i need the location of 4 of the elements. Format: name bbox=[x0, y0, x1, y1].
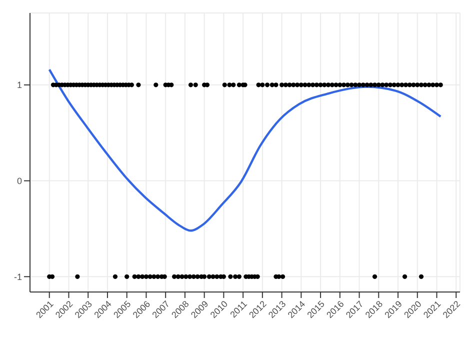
y-tick-label: -1 bbox=[14, 272, 22, 282]
y-tick-label: 1 bbox=[16, 80, 22, 90]
line-series bbox=[48, 68, 442, 232]
y-tick-label: 0 bbox=[16, 176, 22, 186]
